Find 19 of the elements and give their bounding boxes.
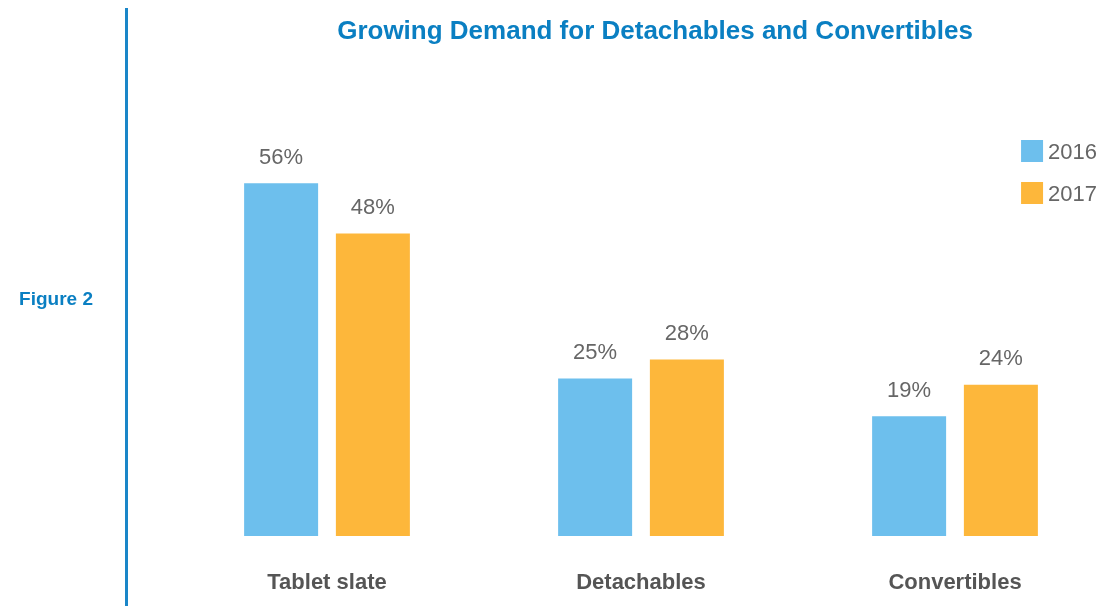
bar — [963, 384, 1038, 536]
x-tick-label: Tablet slate — [267, 568, 387, 594]
data-label: 56% — [259, 143, 304, 169]
data-label: 19% — [887, 376, 932, 402]
data-label: 28% — [664, 320, 709, 346]
bar — [649, 359, 724, 536]
x-tick-label: Detachables — [576, 568, 706, 594]
data-label: 24% — [978, 345, 1023, 371]
bar — [244, 183, 319, 536]
bar — [872, 416, 947, 536]
bar — [558, 378, 633, 536]
legend-label: 2017 — [1048, 180, 1098, 206]
data-label: 48% — [350, 194, 395, 220]
x-tick-label: Convertibles — [888, 568, 1022, 594]
chart-title: Growing Demand for Detachables and Convertibles — [337, 15, 973, 45]
bar — [335, 233, 410, 536]
caption: Figure 2 — [18, 288, 94, 310]
data-label: 25% — [573, 339, 618, 364]
legend-label: 2016 — [1048, 138, 1098, 164]
